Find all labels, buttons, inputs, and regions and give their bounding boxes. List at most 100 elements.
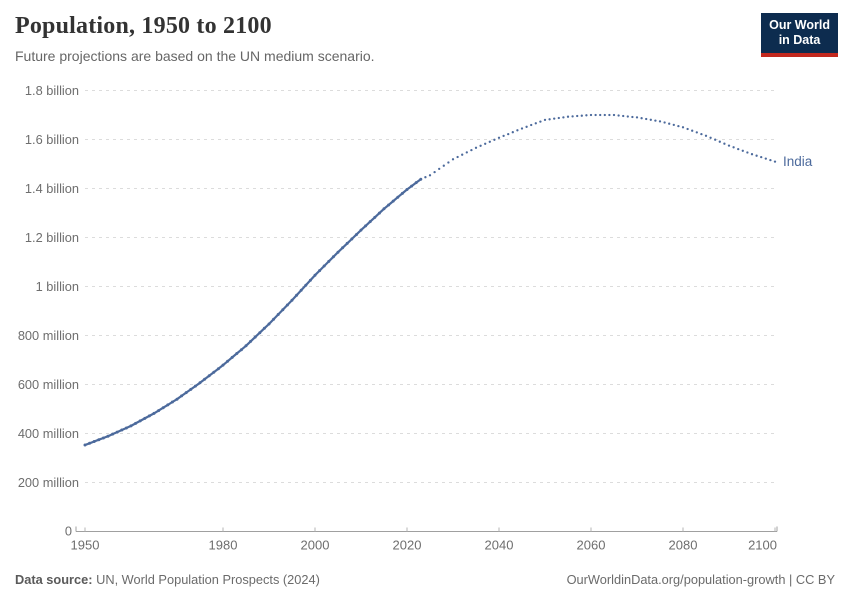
- data-point-projection[interactable]: [608, 113, 611, 117]
- data-point-projection[interactable]: [534, 122, 537, 125]
- data-point-projection[interactable]: [677, 124, 680, 128]
- data-point-projection[interactable]: [530, 123, 533, 127]
- data-point-projection[interactable]: [737, 147, 740, 151]
- x-tick-label: 2020: [393, 538, 422, 553]
- data-point-projection[interactable]: [695, 131, 698, 134]
- data-point-projection[interactable]: [658, 120, 662, 123]
- data-point-projection[interactable]: [447, 161, 450, 164]
- data-point-projection[interactable]: [631, 115, 634, 119]
- y-tick-label: 600 million: [18, 377, 79, 392]
- data-point-projection[interactable]: [424, 176, 427, 179]
- data-point-projection[interactable]: [525, 125, 528, 128]
- data-point-projection[interactable]: [594, 113, 597, 117]
- data-point-projection[interactable]: [548, 118, 551, 121]
- data-point-projection[interactable]: [566, 115, 570, 118]
- data-point-projection[interactable]: [484, 142, 487, 145]
- data-point-projection[interactable]: [672, 123, 675, 127]
- data-point-projection[interactable]: [723, 142, 726, 145]
- data-point-projection[interactable]: [635, 116, 639, 119]
- data-point-projection[interactable]: [714, 138, 717, 141]
- data-point-projection[interactable]: [497, 136, 501, 139]
- data-point-projection[interactable]: [493, 138, 496, 141]
- series-end-label-india[interactable]: India: [783, 154, 813, 169]
- data-point-projection[interactable]: [470, 148, 473, 152]
- y-zero-label: 0: [65, 524, 72, 539]
- y-tick-label: 1 billion: [36, 279, 79, 294]
- data-point-projection[interactable]: [718, 140, 721, 143]
- series-line-india-historical[interactable]: [83, 178, 422, 447]
- data-point-projection[interactable]: [562, 116, 565, 119]
- data-point-projection[interactable]: [461, 153, 464, 156]
- owid-logo[interactable]: Our World in Data: [761, 13, 838, 57]
- chart-footer: Data source: UN, World Population Prospe…: [15, 572, 835, 587]
- data-point-projection[interactable]: [704, 134, 708, 137]
- data-point-projection[interactable]: [502, 134, 505, 138]
- data-point-projection[interactable]: [691, 129, 694, 132]
- data-point-projection[interactable]: [622, 114, 625, 118]
- data-point-projection[interactable]: [451, 158, 455, 161]
- data-point-projection[interactable]: [645, 117, 648, 121]
- y-tick-label: 200 million: [18, 475, 79, 490]
- data-point-projection[interactable]: [438, 167, 441, 171]
- y-tick-label: 1.6 billion: [25, 132, 79, 147]
- data-point-projection[interactable]: [612, 113, 616, 117]
- y-tick-label: 800 million: [18, 328, 79, 343]
- data-point-projection[interactable]: [773, 160, 777, 163]
- data-point-projection[interactable]: [539, 120, 542, 123]
- data-point-projection[interactable]: [741, 149, 744, 152]
- data-point-projection[interactable]: [571, 115, 574, 118]
- data-point-projection[interactable]: [585, 114, 588, 117]
- data-point-projection[interactable]: [764, 157, 767, 160]
- page-title: Population, 1950 to 2100: [15, 13, 272, 39]
- data-point-projection[interactable]: [488, 140, 491, 143]
- x-tick-label: 1980: [209, 538, 238, 553]
- owid-logo-line2: in Data: [778, 33, 821, 48]
- data-point-projection[interactable]: [755, 154, 758, 157]
- data-point-projection[interactable]: [520, 127, 524, 130]
- data-point-projection[interactable]: [465, 151, 468, 154]
- x-tick-label: 2100: [748, 538, 777, 553]
- x-tick-label: 2000: [301, 538, 330, 553]
- data-point-projection[interactable]: [760, 155, 763, 159]
- data-point-projection[interactable]: [732, 146, 735, 149]
- data-point-projection[interactable]: [700, 132, 703, 136]
- data-point-projection[interactable]: [686, 127, 689, 131]
- data-point-projection[interactable]: [649, 118, 652, 121]
- data-point-projection[interactable]: [428, 174, 432, 177]
- data-source-text: UN, World Population Prospects (2024): [92, 572, 320, 587]
- data-point-projection[interactable]: [709, 136, 712, 139]
- data-point-projection[interactable]: [617, 114, 620, 117]
- data-point-projection[interactable]: [580, 114, 583, 117]
- data-point-projection[interactable]: [557, 116, 560, 120]
- data-point-projection[interactable]: [668, 122, 671, 125]
- data-point-projection[interactable]: [599, 113, 602, 117]
- data-point-projection[interactable]: [433, 170, 436, 174]
- data-point-projection[interactable]: [576, 114, 579, 118]
- data-point-projection[interactable]: [442, 164, 445, 167]
- data-point-projection[interactable]: [727, 144, 731, 147]
- data-point-projection[interactable]: [750, 153, 754, 156]
- data-point-projection[interactable]: [516, 129, 519, 132]
- data-point-projection[interactable]: [603, 113, 606, 117]
- x-tick-label: 1950: [71, 538, 100, 553]
- data-point-projection[interactable]: [626, 115, 629, 118]
- data-point-projection[interactable]: [640, 117, 643, 120]
- owid-logo-line1: Our World: [769, 18, 830, 32]
- data-point-projection[interactable]: [511, 131, 514, 134]
- data-point-projection[interactable]: [663, 121, 666, 124]
- data-point-projection[interactable]: [681, 126, 685, 129]
- data-point-projection[interactable]: [553, 117, 556, 120]
- data-point-projection[interactable]: [746, 151, 749, 154]
- data-point-projection[interactable]: [474, 146, 478, 149]
- data-point-projection[interactable]: [543, 118, 547, 122]
- x-tick-label: 2060: [577, 538, 606, 553]
- data-point-projection[interactable]: [456, 155, 459, 159]
- data-point-projection[interactable]: [654, 119, 657, 122]
- data-point-projection[interactable]: [507, 132, 510, 136]
- data-point-projection[interactable]: [589, 113, 593, 117]
- data-point-projection[interactable]: [479, 144, 482, 147]
- owid-url-link[interactable]: OurWorldinData.org/population-growth | C…: [566, 572, 835, 587]
- data-point-projection[interactable]: [769, 158, 772, 162]
